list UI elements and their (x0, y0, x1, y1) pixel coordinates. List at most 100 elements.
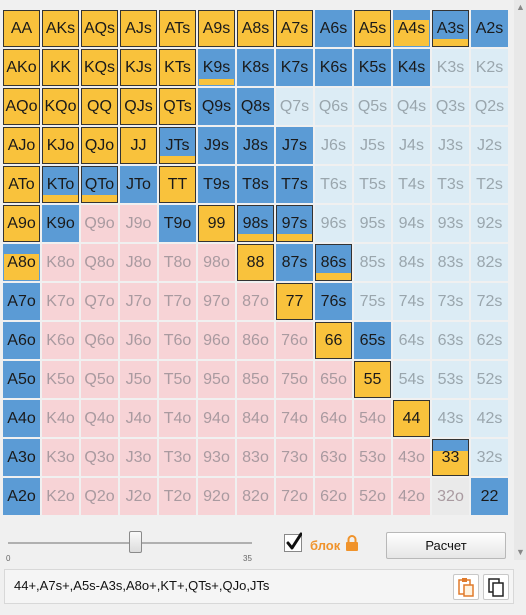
hand-cell[interactable]: 97o (198, 283, 235, 320)
hand-cell[interactable]: J8s (237, 127, 274, 164)
hand-cell[interactable]: 86o (237, 322, 274, 359)
hand-cell[interactable]: T4s (393, 166, 430, 203)
hand-cell[interactable]: QQ (81, 88, 118, 125)
hand-cell[interactable]: A2s (471, 10, 508, 47)
hand-cell[interactable]: A3o (3, 439, 40, 476)
hand-cell[interactable]: 86s (315, 244, 352, 281)
hand-cell[interactable]: A7o (3, 283, 40, 320)
hand-cell[interactable]: T8o (159, 244, 196, 281)
hand-cell[interactable]: Q5o (81, 361, 118, 398)
hand-cell[interactable]: 52o (354, 478, 391, 515)
hand-cell[interactable]: J5s (354, 127, 391, 164)
hand-cell[interactable]: Q6s (315, 88, 352, 125)
hand-cell[interactable]: 84o (237, 400, 274, 437)
hand-cell[interactable]: T9o (159, 205, 196, 242)
hand-cell[interactable]: K2s (471, 49, 508, 86)
hand-cell[interactable]: 72s (471, 283, 508, 320)
hand-cell[interactable]: 76o (276, 322, 313, 359)
hand-cell[interactable]: 65o (315, 361, 352, 398)
hand-cell[interactable]: Q6o (81, 322, 118, 359)
hand-cell[interactable]: AKo (3, 49, 40, 86)
hand-cell[interactable]: JJ (120, 127, 157, 164)
hand-cell[interactable]: 95o (198, 361, 235, 398)
hand-cell[interactable]: T3o (159, 439, 196, 476)
hand-cell[interactable]: J4o (120, 400, 157, 437)
hand-cell[interactable]: 55 (354, 361, 391, 398)
hand-cell[interactable]: AQo (3, 88, 40, 125)
hand-cell[interactable]: Q9o (81, 205, 118, 242)
hand-cell[interactable]: 42s (471, 400, 508, 437)
hand-cell[interactable]: K9o (42, 205, 79, 242)
hand-cell[interactable]: K4s (393, 49, 430, 86)
hand-cell[interactable]: K5s (354, 49, 391, 86)
hand-cell[interactable]: ATs (159, 10, 196, 47)
hand-cell[interactable]: T2o (159, 478, 196, 515)
hand-cell[interactable]: KQo (42, 88, 79, 125)
hand-cell[interactable]: AKs (42, 10, 79, 47)
hand-cell[interactable]: J2o (120, 478, 157, 515)
hand-cell[interactable]: K3o (42, 439, 79, 476)
hand-cell[interactable]: Q5s (354, 88, 391, 125)
hand-cell[interactable]: 53o (354, 439, 391, 476)
hand-cell[interactable]: A2o (3, 478, 40, 515)
scrollbar[interactable] (514, 0, 526, 560)
hand-cell[interactable]: KJo (42, 127, 79, 164)
hand-cell[interactable]: AA (3, 10, 40, 47)
hand-cell[interactable]: 32o (432, 478, 469, 515)
hand-cell[interactable]: J7s (276, 127, 313, 164)
hand-cell[interactable]: 94s (393, 205, 430, 242)
hand-cell[interactable]: AJs (120, 10, 157, 47)
hand-cell[interactable]: J3s (432, 127, 469, 164)
hand-cell[interactable]: QTo (81, 166, 118, 203)
hand-cell[interactable]: J7o (120, 283, 157, 320)
hand-cell[interactable]: J9o (120, 205, 157, 242)
hand-cell[interactable]: ATo (3, 166, 40, 203)
hand-cell[interactable]: J8o (120, 244, 157, 281)
hand-cell[interactable]: A5o (3, 361, 40, 398)
hand-cell[interactable]: A3s (432, 10, 469, 47)
hand-cell[interactable]: T8s (237, 166, 274, 203)
hand-cell[interactable]: J3o (120, 439, 157, 476)
hand-cell[interactable]: A8o (3, 244, 40, 281)
hand-cell[interactable]: 53s (432, 361, 469, 398)
hand-cell[interactable]: T6o (159, 322, 196, 359)
hand-cell[interactable]: 22 (471, 478, 508, 515)
hand-cell[interactable]: K8o (42, 244, 79, 281)
lock-checkbox[interactable] (284, 532, 302, 552)
hand-cell[interactable]: 73o (276, 439, 313, 476)
hand-cell[interactable]: QJo (81, 127, 118, 164)
slider-thumb[interactable] (128, 531, 142, 553)
hand-cell[interactable]: 97s (276, 205, 313, 242)
hand-cell[interactable]: 42o (393, 478, 430, 515)
hand-cell[interactable]: T6s (315, 166, 352, 203)
hand-cell[interactable]: 72o (276, 478, 313, 515)
hand-cell[interactable]: A4o (3, 400, 40, 437)
hand-cell[interactable]: KTo (42, 166, 79, 203)
hand-cell[interactable]: A6s (315, 10, 352, 47)
hand-cell[interactable]: J9s (198, 127, 235, 164)
hand-cell[interactable]: 93o (198, 439, 235, 476)
hand-cell[interactable]: TT (159, 166, 196, 203)
hand-cell[interactable]: 92o (198, 478, 235, 515)
hand-cell[interactable]: 74o (276, 400, 313, 437)
hand-cell[interactable]: 62s (471, 322, 508, 359)
hand-cell[interactable]: 84s (393, 244, 430, 281)
hand-cell[interactable]: 75o (276, 361, 313, 398)
hand-cell[interactable]: 73s (432, 283, 469, 320)
hand-cell[interactable]: 65s (354, 322, 391, 359)
hand-cell[interactable]: 87s (276, 244, 313, 281)
hand-cell[interactable]: 82s (471, 244, 508, 281)
hand-cell[interactable]: 54o (354, 400, 391, 437)
hand-cell[interactable]: 64s (393, 322, 430, 359)
hand-cell[interactable]: J5o (120, 361, 157, 398)
hand-cell[interactable]: J2s (471, 127, 508, 164)
hand-cell[interactable]: JTs (159, 127, 196, 164)
hand-cell[interactable]: KTs (159, 49, 196, 86)
hand-cell[interactable]: 52s (471, 361, 508, 398)
hand-cell[interactable]: J4s (393, 127, 430, 164)
hand-cell[interactable]: K2o (42, 478, 79, 515)
range-input[interactable] (4, 569, 514, 604)
hand-cell[interactable]: 63o (315, 439, 352, 476)
hand-cell[interactable]: Q3o (81, 439, 118, 476)
hand-cell[interactable]: 94o (198, 400, 235, 437)
